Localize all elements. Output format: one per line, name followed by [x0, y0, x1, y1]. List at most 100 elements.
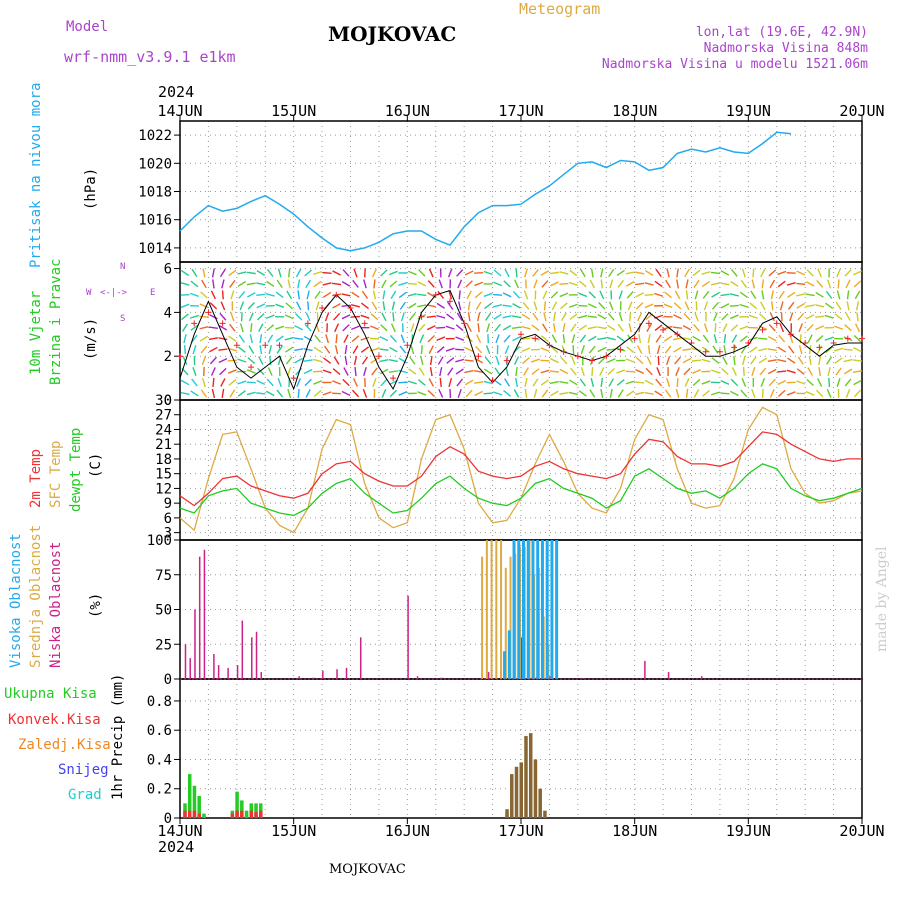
wind-direction-arrow [267, 367, 273, 376]
wind-direction-arrow [512, 336, 521, 342]
wind-direction-arrow [436, 346, 445, 354]
wind-direction-arrow [180, 269, 190, 277]
wind-direction-arrow [258, 356, 264, 365]
wind-direction-arrow [513, 356, 520, 365]
wind-direction-arrow [306, 290, 310, 300]
wind-gust-marker [347, 305, 354, 311]
wind-compass: N W <-|-> E S [86, 262, 166, 326]
wind-direction-arrow [625, 271, 635, 275]
wind-direction-arrow [522, 357, 530, 365]
wind-direction-arrow [852, 370, 863, 373]
wind-direction-arrow [742, 366, 745, 377]
wind-direction-arrow [361, 356, 369, 365]
wind-direction-arrow [410, 345, 415, 355]
wind-direction-arrow [455, 368, 464, 375]
wind-direction-arrow [436, 302, 445, 309]
wind-direction-arrow [646, 323, 653, 332]
high-cloud-bar [526, 540, 530, 679]
wind-direction-arrow [483, 368, 493, 375]
wind-direction-arrow [200, 291, 208, 299]
wind-direction-arrow [246, 282, 256, 286]
altitude-text: Nadmorska Visina 848m [703, 41, 868, 56]
precip-ytick-label: 0.4 [147, 752, 172, 768]
wind-direction-arrow [663, 303, 673, 309]
wind-direction-arrow [474, 390, 483, 397]
wind-direction-arrow [626, 390, 635, 397]
temp-ytick-label: 24 [155, 422, 172, 438]
wind-direction-arrow [692, 335, 701, 342]
wind-direction-arrow [635, 369, 645, 375]
wind-direction-arrow [305, 389, 311, 398]
wind-direction-arrow [229, 279, 236, 288]
wind-direction-arrow [805, 281, 815, 287]
wind-direction-arrow [256, 293, 266, 297]
wind-direction-arrow [647, 334, 651, 344]
wind-direction-arrow [748, 336, 758, 341]
wind-direction-arrow [219, 367, 227, 376]
wind-direction-arrow [285, 302, 294, 310]
wind-direction-arrow [693, 279, 700, 289]
low-cloud-bar [189, 658, 191, 679]
wind-direction-arrow [523, 290, 529, 300]
wind-direction-arrow [815, 335, 824, 343]
wind-direction-arrow [684, 378, 690, 387]
wind-direction-arrow [212, 377, 215, 388]
wind-direction-arrow [332, 270, 341, 276]
wind-direction-arrow [418, 367, 425, 376]
wind-direction-arrow [818, 366, 821, 377]
wind-direction-arrow [439, 377, 442, 388]
wind-direction-arrow [626, 346, 635, 354]
bottom-date-label: 20JUN [839, 822, 884, 840]
bottom-date-label: 16JUN [385, 822, 430, 840]
wind-direction-arrow [530, 358, 540, 363]
wind-gust-marker [660, 326, 667, 333]
wind-direction-arrow [438, 389, 444, 398]
wind-direction-arrow [578, 280, 587, 288]
wind-direction-arrow [590, 268, 594, 278]
wind-direction-arrow [199, 303, 209, 309]
wind-direction-arrow [237, 358, 247, 363]
wind-direction-arrow [238, 334, 245, 343]
lonlat-text: lon,lat (19.6E, 42.9N) [695, 25, 868, 40]
mid-cloud-bar [485, 540, 488, 679]
wind-direction-arrow [512, 303, 521, 309]
wind-direction-arrow [237, 390, 246, 397]
wind-direction-arrow [767, 359, 777, 362]
wind-direction-arrow [853, 334, 862, 343]
wind-direction-arrow [322, 369, 332, 374]
wind-direction-arrow [228, 379, 237, 386]
low-cloud-bar [298, 676, 300, 679]
cloud-ytick-label: 0 [164, 672, 172, 688]
wind-direction-arrow [521, 313, 531, 320]
wind-direction-arrow [247, 357, 256, 365]
wind-direction-arrow [398, 391, 408, 396]
wind-direction-arrow [502, 292, 512, 298]
wind-direction-arrow [332, 282, 342, 286]
wind-direction-arrow [426, 325, 436, 331]
wind-direction-arrow [388, 370, 398, 373]
wind-direction-arrow [220, 301, 226, 311]
wind-direction-arrow [608, 301, 614, 311]
wind-direction-arrow [370, 325, 379, 331]
wind-direction-arrow [332, 312, 341, 321]
wind-direction-arrow [834, 357, 843, 364]
wind-gust-marker [773, 320, 780, 327]
wind-direction-arrow [616, 369, 626, 374]
wind-direction-arrow [372, 290, 377, 300]
wind-direction-arrow [388, 359, 398, 363]
wind-direction-arrow [428, 345, 434, 354]
wind-gust-marker [674, 331, 681, 338]
wind-direction-arrow [846, 290, 850, 300]
wind-direction-arrow [549, 370, 559, 373]
wind-direction-arrow [389, 389, 398, 398]
wind-direction-arrow [739, 335, 748, 343]
wind-direction-arrow [456, 312, 463, 321]
wind-direction-arrow [552, 323, 556, 333]
wind-direction-arrow [504, 268, 510, 278]
wind-direction-arrow [342, 269, 350, 277]
wind-direction-arrow [296, 301, 302, 311]
wind-direction-arrow [834, 347, 844, 352]
pressure-ytick-label: 1018 [138, 185, 172, 201]
wind-direction-arrow [257, 313, 265, 321]
wind-direction-arrow [835, 367, 842, 376]
